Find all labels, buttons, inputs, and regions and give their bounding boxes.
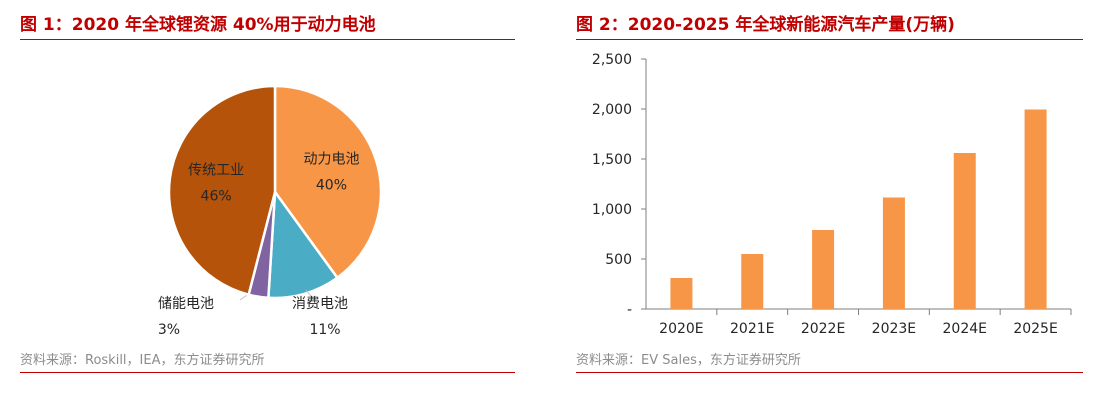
pie-slice: [273, 84, 383, 280]
y-tick-label: 2,000: [592, 102, 632, 118]
leader-line: [305, 289, 315, 301]
bar-chart-panel: 图 2：2020-2025 年全球新能源汽车产量(万辆) - 500 1,000 1,…: [576, 0, 1083, 417]
bar: [1024, 109, 1047, 309]
x-tick-label: 2022E: [801, 321, 845, 337]
bottom-divider: [20, 372, 515, 373]
title-divider: [576, 39, 1083, 40]
bar-chart: - 500 1,000 1,500 2,000 2,500 2020E 2021E 2022E 2…: [592, 52, 1072, 337]
y-tick-label: 2,500: [592, 52, 632, 68]
pie-chart-title: 图 1：2020 年全球锂资源 40%用于动力电池: [20, 15, 376, 35]
x-tick-label: 2025E: [1013, 321, 1057, 337]
y-tick-label: 500: [605, 252, 632, 268]
bar: [741, 254, 764, 309]
pie-slice: [167, 84, 277, 297]
pie-slice-label: 储能电池: [158, 296, 214, 312]
pie-slice: [267, 188, 340, 300]
bar: [670, 278, 693, 309]
y-tick-label: -: [627, 302, 632, 318]
bar: [953, 153, 976, 309]
bar-chart-source: 资料来源：EV Sales，东方证券研究所: [576, 353, 801, 368]
title-divider: [20, 39, 515, 40]
y-tick-label: 1,500: [592, 152, 632, 168]
bar: [812, 230, 835, 309]
pie-slice-label: 消费电池: [292, 296, 348, 312]
pie-slice-label: 动力电池: [303, 152, 359, 168]
pie-chart-source: 资料来源：Roskill，IEA，东方证券研究所: [20, 353, 265, 368]
x-tick-label: 2020E: [659, 321, 703, 337]
x-tick-label: 2021E: [730, 321, 774, 337]
bar: [882, 197, 905, 309]
pie-slice-label: 传统工业: [188, 163, 244, 179]
pie-slice-value: 3%: [158, 322, 180, 338]
pie-slice-value: 40%: [316, 178, 347, 194]
pie-slice-value: 46%: [201, 189, 232, 205]
bottom-divider: [576, 372, 1083, 373]
pie-chart: 动力电池 40% 消费电池 11% 储能电池 3% 传统工业 46%: [158, 84, 383, 338]
x-tick-label: 2024E: [943, 321, 987, 337]
x-tick-label: 2023E: [872, 321, 916, 337]
y-tick-label: 1,000: [592, 202, 632, 218]
bar-chart-title: 图 2：2020-2025 年全球新能源汽车产量(万辆): [576, 15, 955, 35]
pie-chart-panel: 图 1：2020 年全球锂资源 40%用于动力电池 动力电池 40% 消费电池 11%…: [20, 0, 515, 417]
pie-slice-value: 11%: [309, 322, 340, 338]
